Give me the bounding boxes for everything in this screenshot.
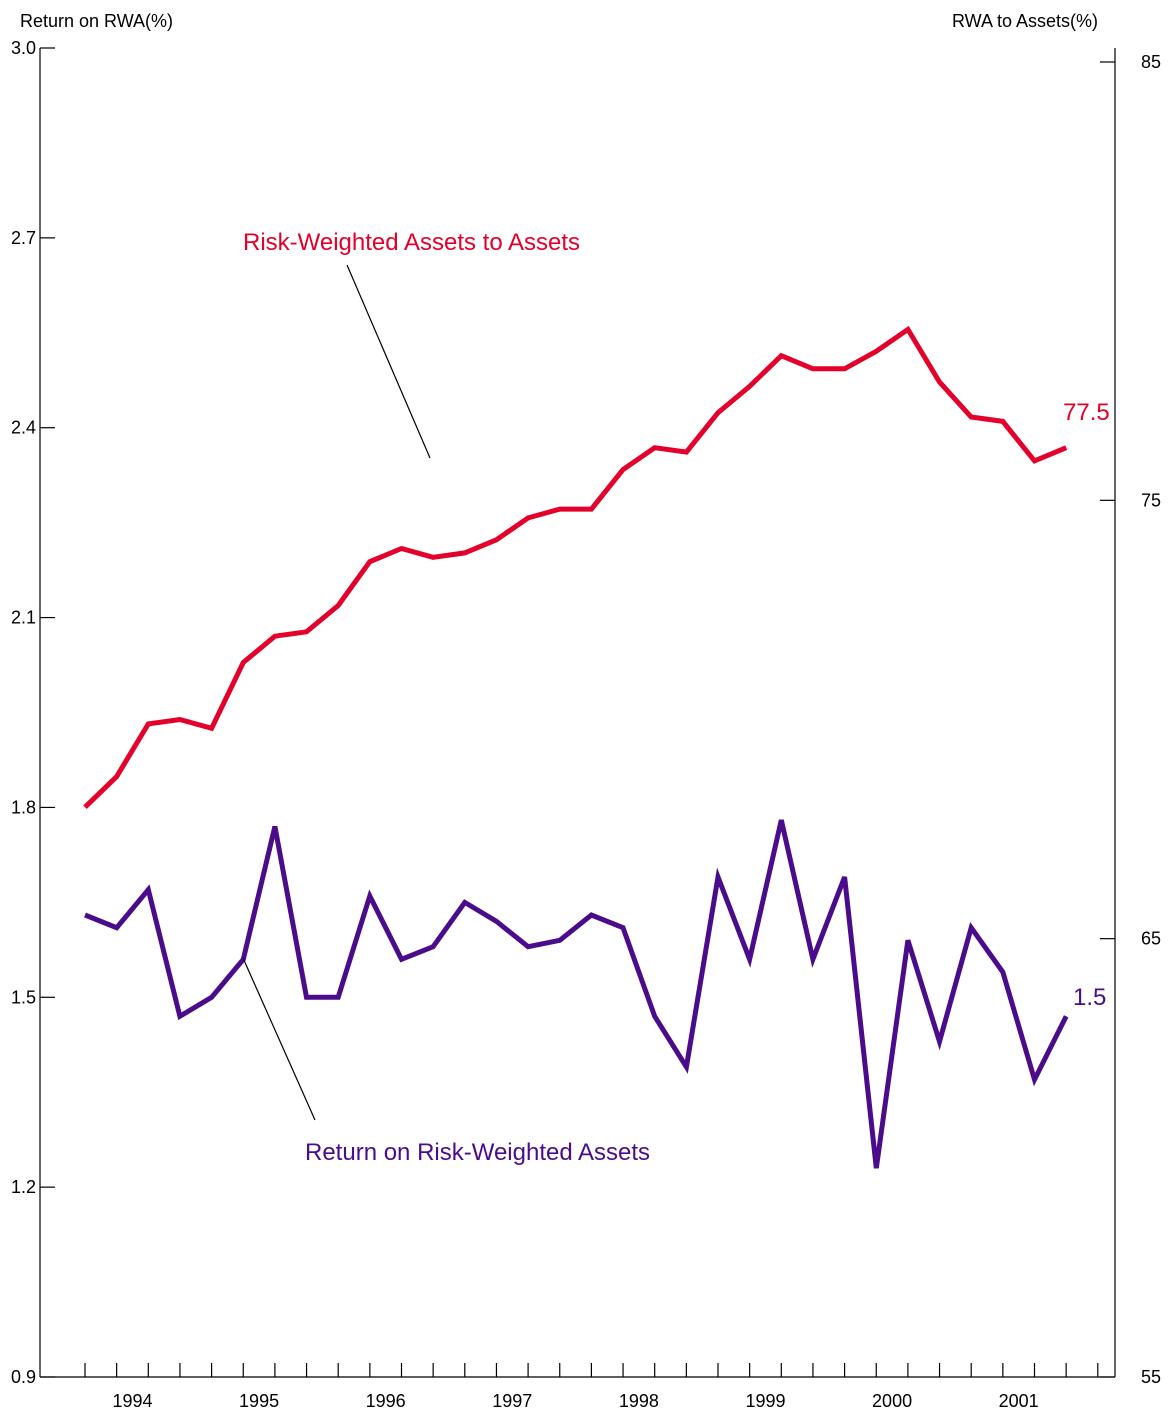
x-tick-label: 1999: [745, 1391, 785, 1411]
x-tick-label: 2001: [999, 1391, 1039, 1411]
right-tick-label: 75: [1141, 490, 1161, 510]
left-tick-label: 1.5: [11, 987, 36, 1007]
x-tick-label: 1998: [619, 1391, 659, 1411]
x-tick-label: 1997: [492, 1391, 532, 1411]
left-axis: 0.9 1.2 1.5 1.8 2.1 2.4 2.7 3.0: [11, 38, 55, 1387]
x-tick-label: 1996: [366, 1391, 406, 1411]
right-axis: 55 65 75 85: [1100, 52, 1161, 1387]
x-tick-label: 2000: [872, 1391, 912, 1411]
left-tick-label: 1.8: [11, 797, 36, 817]
left-axis-title: Return on RWA(%): [20, 11, 173, 31]
right-tick-label: 55: [1141, 1367, 1161, 1387]
left-tick-label: 0.9: [11, 1367, 36, 1387]
series-label-rwa-to-assets: Risk-Weighted Assets to Assets: [243, 229, 580, 256]
x-tick-label: 1995: [239, 1391, 279, 1411]
series-line-return-on-rwa: [84, 819, 1069, 1169]
right-axis-title: RWA to Assets(%): [952, 11, 1098, 31]
right-tick-label: 85: [1141, 52, 1161, 72]
left-tick-label: 3.0: [11, 38, 36, 58]
end-label-rwa-to-assets: 77.5: [1063, 399, 1110, 426]
left-tick-label: 2.1: [11, 608, 36, 628]
leader-line-return-on-rwa: [242, 957, 316, 1121]
series-label-return-on-rwa: Return on Risk-Weighted Assets: [305, 1139, 650, 1166]
left-tick-label: 2.7: [11, 228, 36, 248]
series-line-rwa-to-assets: [83, 325, 1068, 809]
end-label-return-on-rwa: 1.5: [1073, 984, 1106, 1011]
x-axis: 1994 1995 1996 1997 1998 1999 2000 2001: [84, 1363, 1099, 1411]
left-tick-label: 2.4: [11, 418, 36, 438]
right-tick-label: 65: [1141, 929, 1161, 949]
left-tick-label: 1.2: [11, 1177, 36, 1197]
x-tick-label: 1994: [112, 1391, 152, 1411]
plot-frame: [39, 48, 1116, 1378]
leader-line-rwa-to-assets: [346, 264, 431, 459]
